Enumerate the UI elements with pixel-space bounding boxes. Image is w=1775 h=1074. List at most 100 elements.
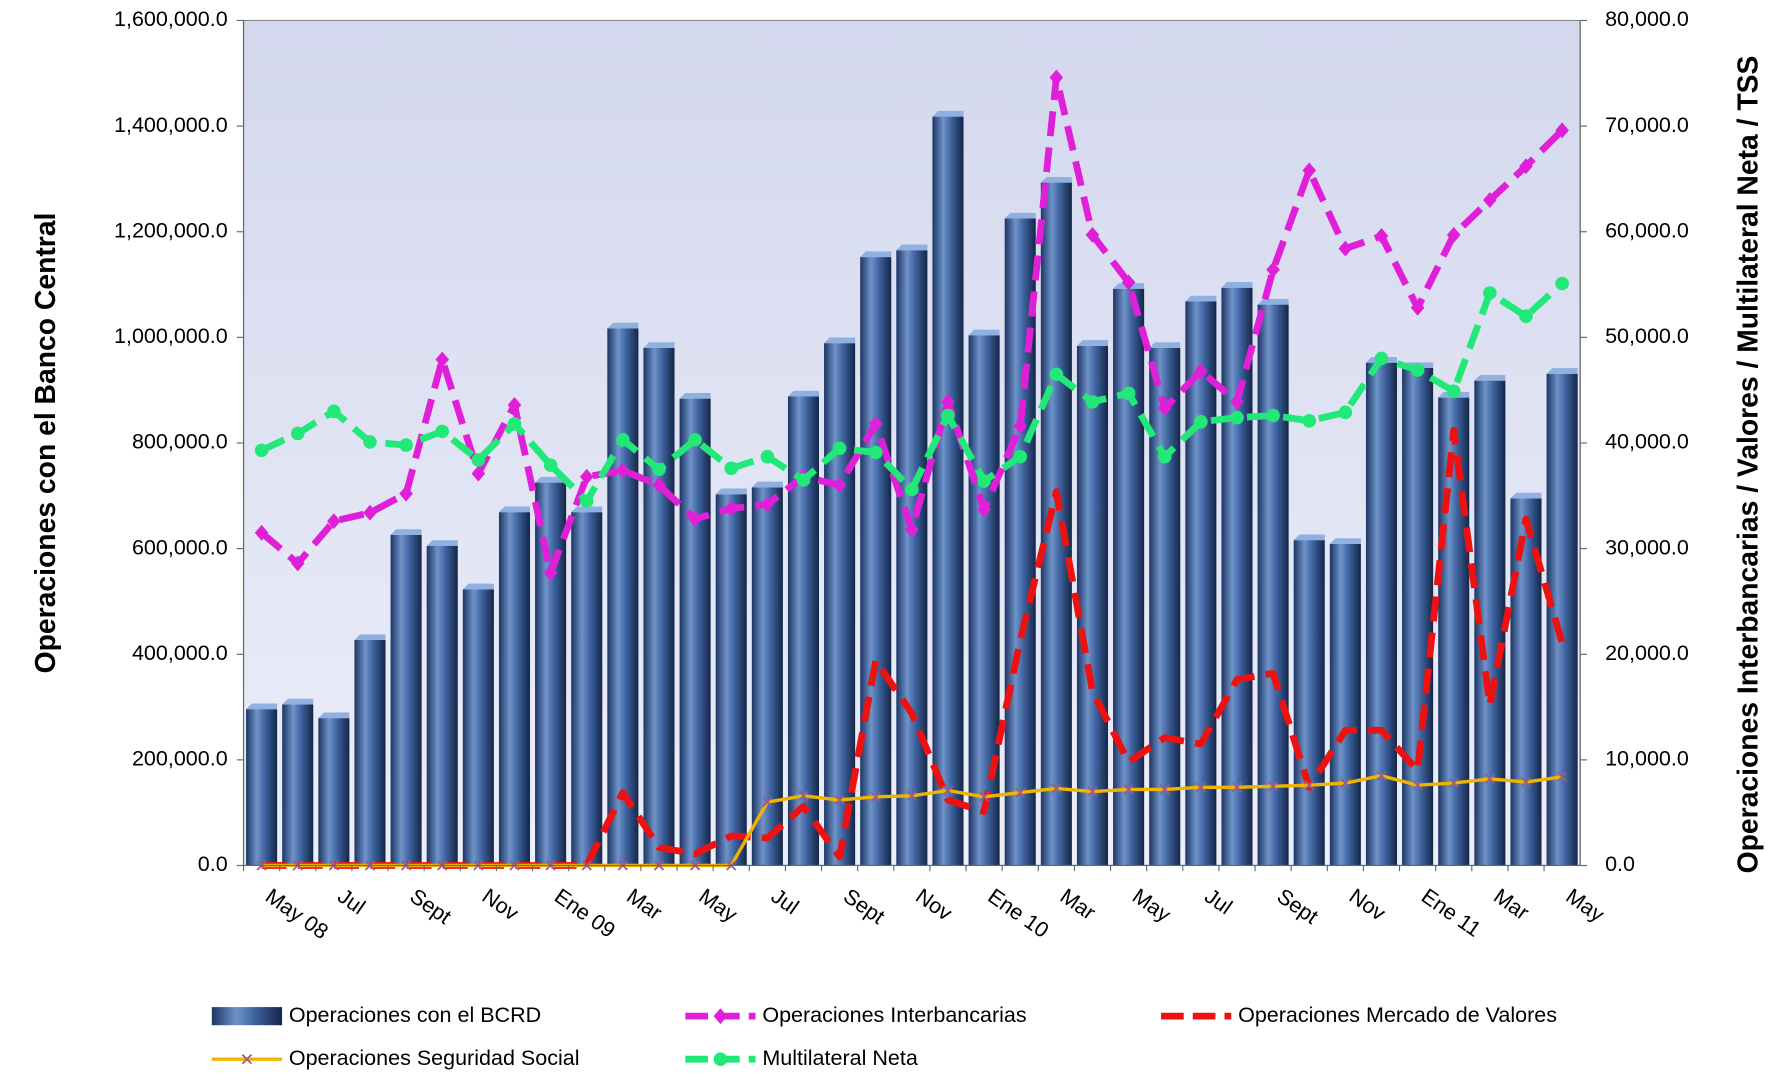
bar — [390, 534, 422, 866]
point-marker — [905, 521, 919, 538]
x-tick-label: Jul — [1200, 884, 1236, 919]
point-marker — [1338, 405, 1353, 420]
point-marker — [1194, 363, 1208, 380]
x-tick-label: Nov — [478, 884, 523, 926]
point-marker — [290, 426, 305, 441]
bar — [1113, 288, 1145, 866]
y2-axis-title: Operaciones Interbancarias / Valores / M… — [1732, 56, 1764, 874]
bar-cap — [968, 329, 1000, 336]
point-marker — [760, 496, 775, 513]
point-marker — [363, 504, 377, 521]
y-tick-label: 600,000.0 — [132, 535, 228, 559]
x-tick-label: May 08 — [261, 884, 333, 944]
y2-tick-label: 80,000.0 — [1605, 7, 1689, 31]
bar — [498, 512, 531, 866]
point-marker — [435, 424, 450, 439]
point-marker — [762, 796, 773, 808]
y2-tick-label: 0.0 — [1605, 852, 1635, 876]
bar-cap — [1329, 538, 1361, 544]
point-marker — [1230, 393, 1244, 410]
y2-tick-label: 40,000.0 — [1605, 430, 1689, 454]
point-marker — [1304, 780, 1315, 791]
x-tick-label: Mar — [622, 884, 666, 925]
bar — [1293, 540, 1325, 866]
point-marker — [1195, 782, 1206, 793]
point-marker — [798, 790, 809, 801]
bar — [896, 250, 928, 866]
x-tick-label: Jul — [767, 884, 803, 919]
x-tick-label: Sept — [1273, 884, 1323, 929]
bar-cap — [1474, 374, 1506, 381]
x-tick-label: Ene 09 — [550, 884, 620, 943]
point-marker — [241, 1054, 253, 1065]
y2-tick-label: 50,000.0 — [1605, 324, 1689, 348]
bar-cap — [643, 342, 675, 348]
point-marker — [906, 790, 917, 801]
bar-cap — [354, 634, 386, 640]
point-marker — [1157, 449, 1172, 464]
point-marker — [941, 408, 955, 423]
y2-tick-label: 70,000.0 — [1605, 113, 1689, 137]
y2-tick-label: 30,000.0 — [1605, 535, 1689, 559]
y-tick-label: 400,000.0 — [132, 641, 228, 665]
y2-tick-label: 60,000.0 — [1605, 218, 1689, 242]
point-marker — [1555, 276, 1569, 291]
point-marker — [832, 477, 847, 494]
bar-cap — [426, 540, 458, 546]
x-tick-label: Ene 10 — [984, 884, 1054, 943]
y-tick-label: 1,600,000.0 — [114, 7, 228, 31]
bar — [1402, 367, 1434, 866]
point-marker — [1049, 367, 1064, 382]
point-marker — [1085, 394, 1100, 409]
y-tick-label: 1,400,000.0 — [114, 113, 228, 137]
x-tick-label: Sept — [405, 884, 455, 929]
bar — [715, 494, 747, 866]
point-marker — [1446, 226, 1461, 243]
bar-cap — [1149, 342, 1181, 348]
x-tick-label: May — [1128, 884, 1175, 927]
bar-cap — [1004, 212, 1036, 219]
bar — [246, 709, 278, 866]
point-marker — [1376, 770, 1387, 781]
x-tick-label: Mar — [1056, 884, 1100, 925]
bar — [354, 639, 386, 866]
point-marker — [471, 453, 486, 467]
legend-label: Operaciones Mercado de Valores — [1238, 1003, 1557, 1027]
x-tick-label: Nov — [1345, 884, 1390, 926]
series-group — [254, 69, 1569, 581]
bar-cap — [1076, 340, 1109, 346]
point-marker — [1412, 780, 1423, 791]
series-line — [261, 426, 1566, 869]
bar-cap — [607, 322, 639, 329]
point-marker — [290, 555, 305, 572]
point-marker — [543, 458, 558, 472]
point-marker — [1446, 384, 1461, 399]
point-marker — [905, 482, 919, 497]
point-marker — [327, 404, 341, 419]
bar — [932, 116, 964, 866]
point-marker — [399, 438, 413, 452]
y2-tick-label: 10,000.0 — [1605, 747, 1689, 771]
legend-label: Operaciones con el BCRD — [289, 1003, 541, 1027]
point-marker — [724, 500, 739, 517]
point-marker — [1123, 784, 1134, 795]
y-tick-label: 0.0 — [198, 852, 228, 876]
bar-cap — [1257, 298, 1289, 305]
bar-cap — [1185, 295, 1217, 302]
bar-cap — [1221, 282, 1253, 288]
point-marker — [1266, 408, 1280, 423]
bar-cap — [282, 698, 314, 705]
bar-cap — [679, 392, 711, 399]
bar — [282, 704, 314, 866]
bar — [824, 343, 856, 866]
point-marker — [1555, 122, 1569, 139]
point-marker — [1231, 782, 1243, 793]
legend: Operaciones con el BCRD Operaciones Inter… — [211, 1003, 1557, 1070]
y-tick-label: 800,000.0 — [132, 430, 228, 454]
point-marker — [1483, 286, 1497, 300]
legend-swatch — [211, 1007, 283, 1026]
x-tick-label: Ene 11 — [1417, 884, 1485, 942]
y2-tick-label: 20,000.0 — [1605, 641, 1689, 665]
